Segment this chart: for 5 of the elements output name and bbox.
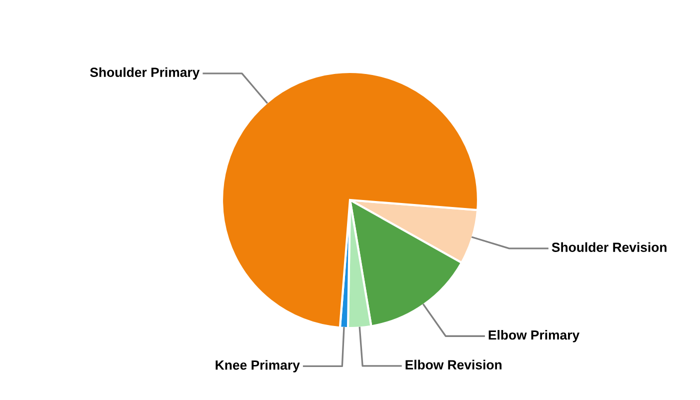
slice-label: Elbow Primary bbox=[488, 330, 580, 342]
slice-label: Shoulder Revision bbox=[552, 242, 666, 252]
slice-label: Shoulder Primary bbox=[90, 67, 200, 80]
slice-label: Elbow Revision bbox=[406, 360, 502, 370]
slice-label: Knee Primary bbox=[216, 360, 300, 372]
